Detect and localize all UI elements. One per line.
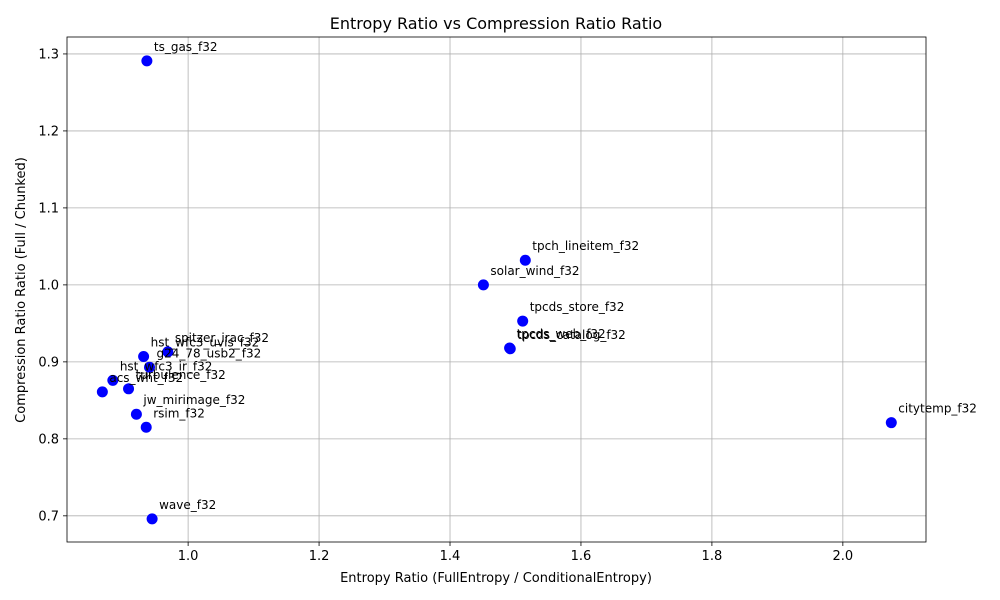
point-label: acs_wht_f32 xyxy=(109,371,183,385)
scatter-point xyxy=(107,374,119,386)
point-labels: ts_gas_f32 tpch_lineitem_f32 solar_wind_f3… xyxy=(109,40,977,512)
point-label: tpcds_store_f32 xyxy=(530,300,625,314)
point-label: spitzer_irac_f32 xyxy=(175,331,269,345)
point-label: turbulence_f32 xyxy=(136,368,226,382)
y-tick-label: 1.3 xyxy=(38,47,59,62)
point-label: wave_f32 xyxy=(159,498,216,512)
y-tick-label: 1.0 xyxy=(38,278,59,293)
x-tick-label: 2.0 xyxy=(833,549,854,564)
scatter-point xyxy=(143,361,155,373)
point-label: citytemp_f32 xyxy=(898,402,977,416)
x-tick-label: 1.6 xyxy=(571,549,592,564)
point-label: solar_wind_f32 xyxy=(490,264,579,278)
scatter-point xyxy=(138,350,150,362)
scatter-point xyxy=(123,383,135,395)
scatter-point xyxy=(477,279,489,291)
grid xyxy=(67,37,926,542)
point-label: hst_wfc3_uvis_f32 xyxy=(151,335,260,349)
point-label: jw_mirimage_f32 xyxy=(142,393,245,407)
scatter-point xyxy=(96,386,108,398)
y-tick-label: 1.1 xyxy=(38,201,59,216)
scatter-point xyxy=(130,408,142,420)
scatter-point xyxy=(519,254,531,266)
point-label: ts_gas_f32 xyxy=(154,40,218,54)
x-tick-label: 1.2 xyxy=(309,549,330,564)
point-label: tpch_lineitem_f32 xyxy=(532,239,639,253)
scatter-point xyxy=(517,315,529,327)
x-tick-label: 1.0 xyxy=(178,549,199,564)
point-label: tpcds_web_f32 xyxy=(517,327,606,341)
chart-title: Entropy Ratio vs Compression Ratio Ratio xyxy=(330,14,662,33)
scatter-point xyxy=(504,343,516,355)
y-tick-label: 0.7 xyxy=(38,509,59,524)
y-tick-label: 0.8 xyxy=(38,432,59,447)
plot-area-frame xyxy=(66,36,927,543)
scatter-point xyxy=(162,346,174,358)
x-tick-label: 1.4 xyxy=(440,549,461,564)
x-axis-label: Entropy Ratio (FullEntropy / Conditional… xyxy=(340,571,652,586)
scatter-point xyxy=(885,417,897,429)
scatter-point xyxy=(141,55,153,67)
y-tick-label: 0.9 xyxy=(38,355,59,370)
point-label: g24_78_usb2_f32 xyxy=(156,346,261,360)
point-label: hst_wfc3_ir_f32 xyxy=(120,359,213,373)
point-label: rsim_f32 xyxy=(153,406,205,420)
y-axis-label: Compression Ratio Ratio (Full / Chunked) xyxy=(14,157,29,423)
x-tick-label: 1.8 xyxy=(702,549,723,564)
point-label: tpcds_catalog_f32 xyxy=(517,328,626,342)
y-tick-label: 1.2 xyxy=(38,124,59,139)
axis-ticks: 1.0 1.2 1.4 1.6 1.8 2.0 0.7 0.8 0.9 1.0 1.1 1.2 1.3 xyxy=(38,47,853,564)
scatter-point xyxy=(140,421,152,433)
scatter-point xyxy=(146,513,158,525)
data-points xyxy=(96,55,897,525)
